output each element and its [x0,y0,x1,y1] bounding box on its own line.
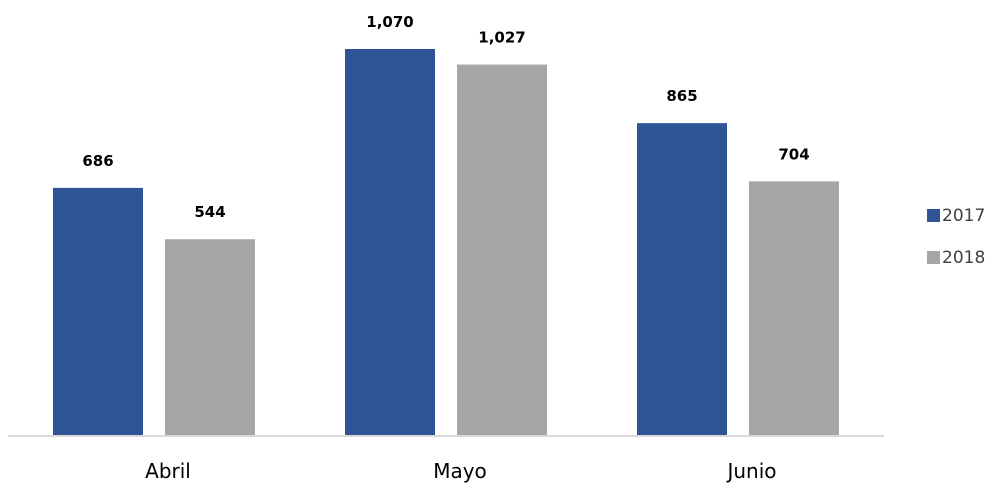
bar-mayo-2018 [457,64,547,436]
legend-label-2018: 2018 [942,248,985,268]
data-label-abril-2018: 544 [194,203,225,221]
x-tick-label-junio: Junio [725,459,776,483]
data-labels-group: 686 544 1,070 1,027 865 704 [82,13,809,221]
legend-swatch-2018 [927,251,940,264]
data-label-junio-2017: 865 [666,87,697,105]
data-label-mayo-2018: 1,027 [478,29,525,47]
bar-abril-2017 [53,187,143,436]
data-label-mayo-2017: 1,070 [366,13,413,31]
legend-label-2017: 2017 [942,206,985,226]
x-tick-labels-group: Abril Mayo Junio [145,459,776,483]
legend: 2017 2018 [927,206,985,268]
x-tick-label-mayo: Mayo [433,459,487,483]
legend-swatch-2017 [927,209,940,222]
bar-junio-2017 [637,123,727,436]
bar-junio-2018 [749,181,839,436]
bars-group [53,49,839,436]
data-label-abril-2017: 686 [82,152,113,170]
data-label-junio-2018: 704 [778,145,809,163]
bar-abril-2018 [165,239,255,436]
x-tick-label-abril: Abril [145,459,191,483]
bar-mayo-2017 [345,49,435,436]
